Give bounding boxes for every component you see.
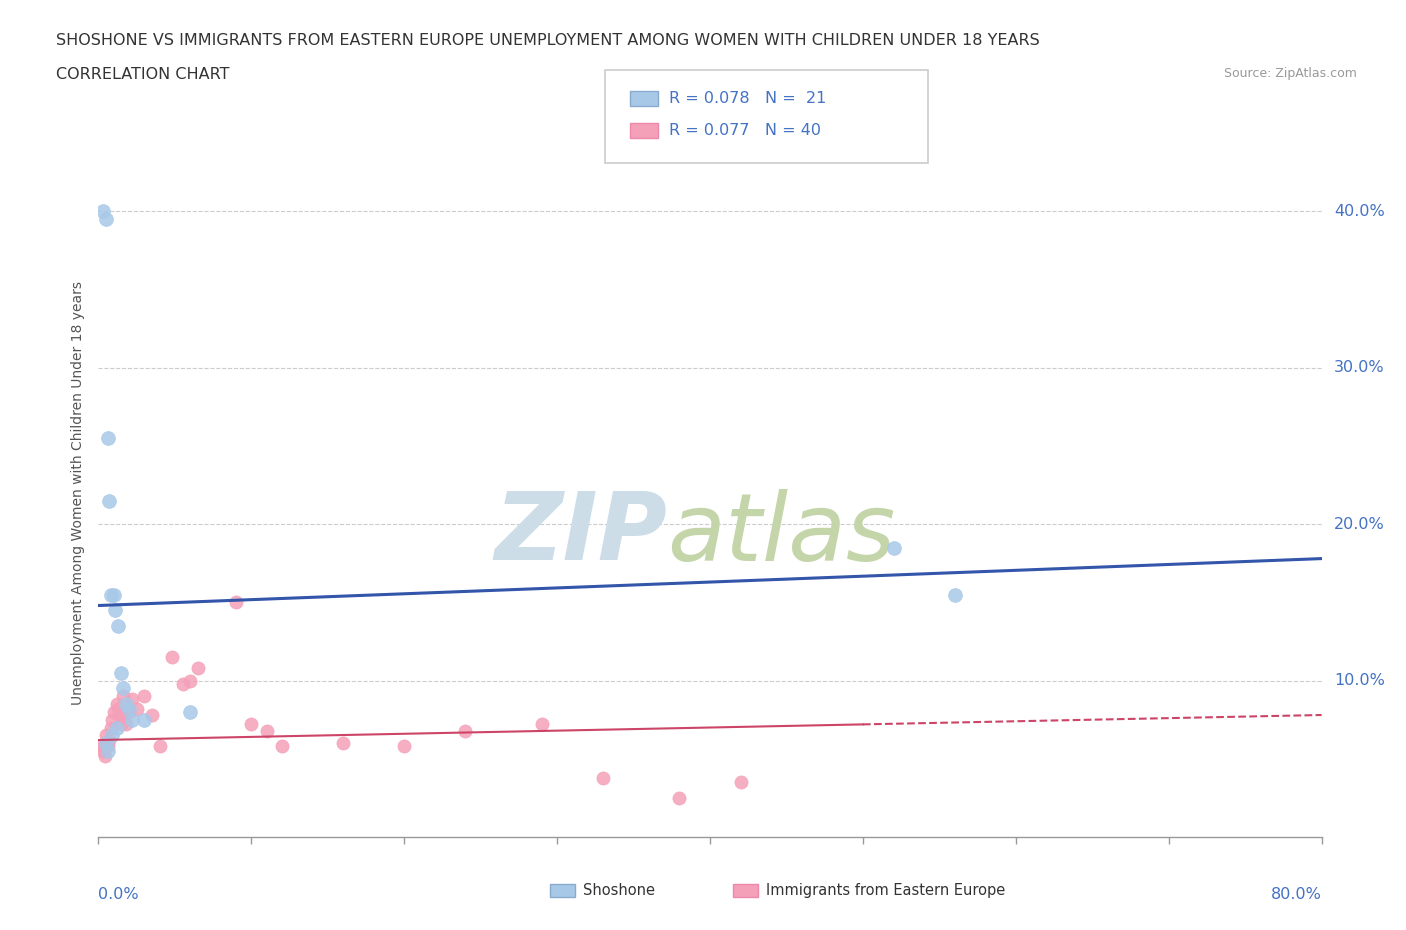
Point xyxy=(121,692,143,707)
Point xyxy=(121,712,143,727)
Point xyxy=(134,712,156,727)
Point xyxy=(118,701,141,716)
Point xyxy=(115,717,138,732)
Text: 0.0%: 0.0% xyxy=(98,887,139,902)
Point xyxy=(115,697,138,711)
Text: 30.0%: 30.0% xyxy=(1334,360,1385,376)
Text: 20.0%: 20.0% xyxy=(1334,517,1385,532)
Point xyxy=(98,733,121,748)
Text: 80.0%: 80.0% xyxy=(1271,887,1322,902)
Point xyxy=(111,689,134,704)
Text: 10.0%: 10.0% xyxy=(1334,673,1385,688)
Point xyxy=(97,738,120,753)
Point xyxy=(110,665,132,680)
Text: CORRELATION CHART: CORRELATION CHART xyxy=(56,67,229,82)
Text: Shoshone: Shoshone xyxy=(583,884,655,898)
Point xyxy=(332,736,354,751)
Point xyxy=(141,708,163,723)
Point xyxy=(108,708,131,723)
Point xyxy=(256,724,278,738)
Point xyxy=(91,744,114,759)
Point xyxy=(94,212,117,227)
Text: 40.0%: 40.0% xyxy=(1334,204,1385,219)
Point xyxy=(111,681,134,696)
Point xyxy=(100,720,122,735)
Point xyxy=(187,660,209,675)
Point xyxy=(105,720,128,735)
Point xyxy=(94,728,117,743)
Point xyxy=(103,704,125,719)
Point xyxy=(97,431,120,445)
Point xyxy=(94,736,117,751)
Point xyxy=(107,701,129,716)
Point xyxy=(149,738,172,753)
Point xyxy=(91,204,114,219)
Point xyxy=(104,603,127,618)
Point xyxy=(179,673,201,688)
Text: R = 0.077   N = 40: R = 0.077 N = 40 xyxy=(669,123,821,138)
Text: ZIP: ZIP xyxy=(495,488,668,580)
Point xyxy=(100,587,122,602)
Point xyxy=(93,736,115,751)
Text: Immigrants from Eastern Europe: Immigrants from Eastern Europe xyxy=(766,884,1005,898)
Text: atlas: atlas xyxy=(668,488,896,579)
Point xyxy=(134,689,156,704)
Point xyxy=(97,744,120,759)
Point xyxy=(160,650,183,665)
Point xyxy=(91,740,114,755)
Point xyxy=(90,738,112,753)
Point xyxy=(592,770,614,785)
Point xyxy=(118,704,141,719)
Point xyxy=(270,738,292,753)
Text: Source: ZipAtlas.com: Source: ZipAtlas.com xyxy=(1223,67,1357,80)
Point xyxy=(943,587,966,602)
Point xyxy=(179,704,201,719)
Point xyxy=(112,708,135,723)
Point xyxy=(668,790,690,805)
Point xyxy=(101,728,124,743)
Point xyxy=(530,717,553,732)
Point xyxy=(107,618,129,633)
Y-axis label: Unemployment Among Women with Children Under 18 years: Unemployment Among Women with Children U… xyxy=(72,281,86,705)
Text: R = 0.078   N =  21: R = 0.078 N = 21 xyxy=(669,91,827,106)
Point xyxy=(392,738,416,753)
Text: SHOSHONE VS IMMIGRANTS FROM EASTERN EUROPE UNEMPLOYMENT AMONG WOMEN WITH CHILDRE: SHOSHONE VS IMMIGRANTS FROM EASTERN EURO… xyxy=(56,33,1040,47)
Point xyxy=(225,595,247,610)
Point xyxy=(101,712,124,727)
Point xyxy=(93,749,115,764)
Point xyxy=(730,775,752,790)
Point xyxy=(110,717,132,732)
Point xyxy=(125,701,148,716)
Point xyxy=(94,736,117,751)
Point xyxy=(98,493,121,508)
Point xyxy=(240,717,263,732)
Point xyxy=(105,697,128,711)
Point xyxy=(454,724,477,738)
Point xyxy=(883,540,905,555)
Point xyxy=(172,676,194,691)
Point xyxy=(103,587,125,602)
